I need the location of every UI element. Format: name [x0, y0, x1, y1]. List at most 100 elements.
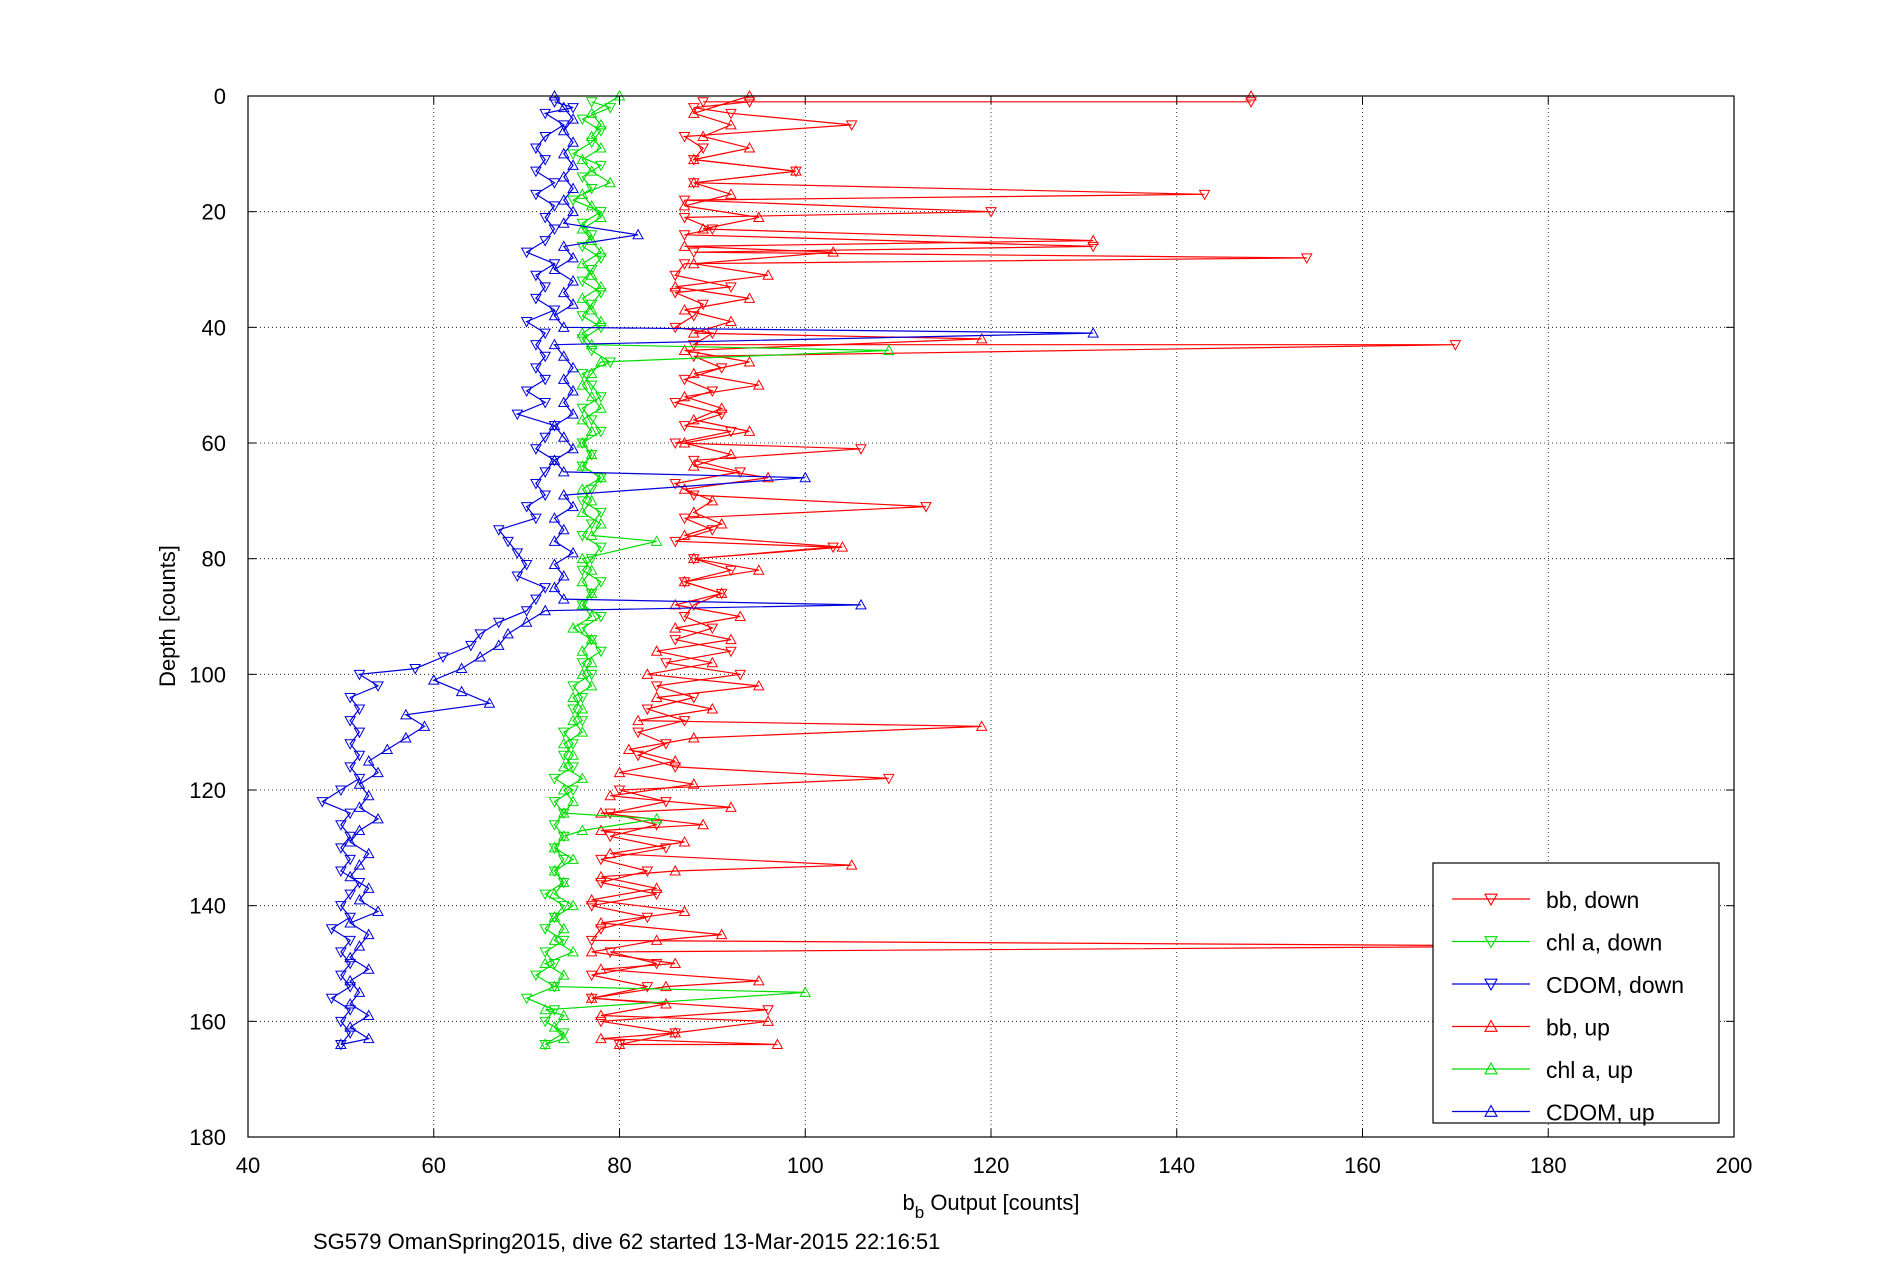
data-point — [548, 581, 561, 593]
data-point — [669, 755, 682, 766]
data-point — [576, 379, 589, 390]
data-point — [585, 380, 598, 392]
data-point — [362, 755, 375, 766]
data-point — [567, 205, 579, 217]
data-point — [567, 149, 579, 160]
data-point — [335, 785, 347, 797]
data-point — [520, 247, 533, 259]
data-point — [595, 126, 607, 137]
data-point — [362, 882, 375, 893]
data-point — [325, 924, 338, 935]
data-point — [511, 548, 524, 559]
data-point — [567, 361, 579, 373]
data-point — [557, 431, 570, 442]
data-point — [650, 934, 663, 945]
data-point — [567, 500, 579, 512]
data-point — [678, 195, 691, 207]
data-point — [567, 103, 579, 114]
data-point — [687, 340, 700, 351]
data-point — [678, 240, 691, 251]
data-point — [585, 669, 598, 681]
data-point — [344, 831, 357, 843]
data-point — [595, 963, 607, 974]
data-point — [595, 854, 607, 866]
data-point — [353, 824, 366, 835]
data-point — [595, 916, 607, 928]
data-point — [567, 853, 579, 864]
data-point — [762, 1005, 774, 1016]
data-point — [706, 494, 719, 506]
data-point — [539, 282, 552, 293]
data-point — [595, 1032, 607, 1044]
data-point — [678, 374, 691, 386]
data-point — [530, 293, 542, 305]
data-point — [557, 217, 570, 228]
data-point — [335, 970, 347, 982]
data-point — [576, 257, 589, 269]
data-point — [372, 766, 384, 778]
data-point — [576, 292, 589, 303]
data-point — [548, 338, 561, 350]
data-point — [576, 153, 589, 165]
data-point — [344, 916, 357, 928]
data-point — [650, 681, 663, 692]
data-point — [576, 436, 589, 448]
data-point — [725, 633, 737, 645]
data-point — [567, 681, 579, 692]
data-point — [567, 704, 579, 716]
data-point — [530, 970, 542, 982]
y-tick-label: 120 — [189, 778, 226, 803]
data-point — [344, 935, 357, 947]
data-point — [353, 893, 366, 905]
data-point — [678, 390, 691, 402]
data-point — [697, 299, 709, 311]
data-point — [836, 541, 849, 552]
data-point — [539, 236, 552, 247]
data-point — [585, 494, 598, 506]
data-point — [344, 912, 357, 924]
data-point — [613, 1038, 626, 1049]
y-tick-label: 40 — [202, 315, 226, 340]
data-point — [520, 317, 533, 328]
data-point — [548, 259, 561, 270]
data-point — [335, 843, 347, 854]
data-point — [539, 957, 552, 968]
data-point — [678, 836, 691, 847]
data-point — [557, 935, 570, 947]
data-point — [743, 142, 756, 153]
data-point — [437, 652, 449, 664]
x-tick-label: 100 — [787, 1153, 824, 1178]
data-point — [576, 668, 589, 679]
x-tick-label: 160 — [1344, 1153, 1381, 1178]
data-point — [669, 438, 682, 450]
data-point — [520, 502, 533, 513]
data-point — [548, 980, 561, 992]
data-point — [678, 421, 691, 432]
data-point — [678, 612, 691, 623]
data-point — [567, 714, 579, 726]
data-point — [557, 350, 570, 361]
data-point — [585, 137, 598, 149]
data-point — [335, 1016, 347, 1028]
data-point — [557, 373, 570, 384]
series-line — [543, 95, 889, 1046]
data-point — [567, 408, 579, 419]
data-point — [660, 739, 672, 750]
data-point — [548, 309, 561, 321]
data-point — [650, 889, 663, 901]
data-point — [557, 147, 570, 159]
data-point — [576, 334, 589, 345]
data-point — [520, 559, 533, 571]
data-point — [520, 993, 533, 1005]
data-point — [567, 182, 579, 194]
data-point — [604, 176, 617, 188]
data-point — [1300, 253, 1313, 264]
data-point — [595, 211, 607, 222]
data-point — [567, 298, 579, 309]
data-point — [725, 646, 737, 658]
data-point — [539, 398, 552, 409]
data-point — [669, 957, 682, 968]
data-point — [678, 513, 691, 525]
data-point — [585, 656, 598, 668]
data-point — [706, 525, 719, 536]
